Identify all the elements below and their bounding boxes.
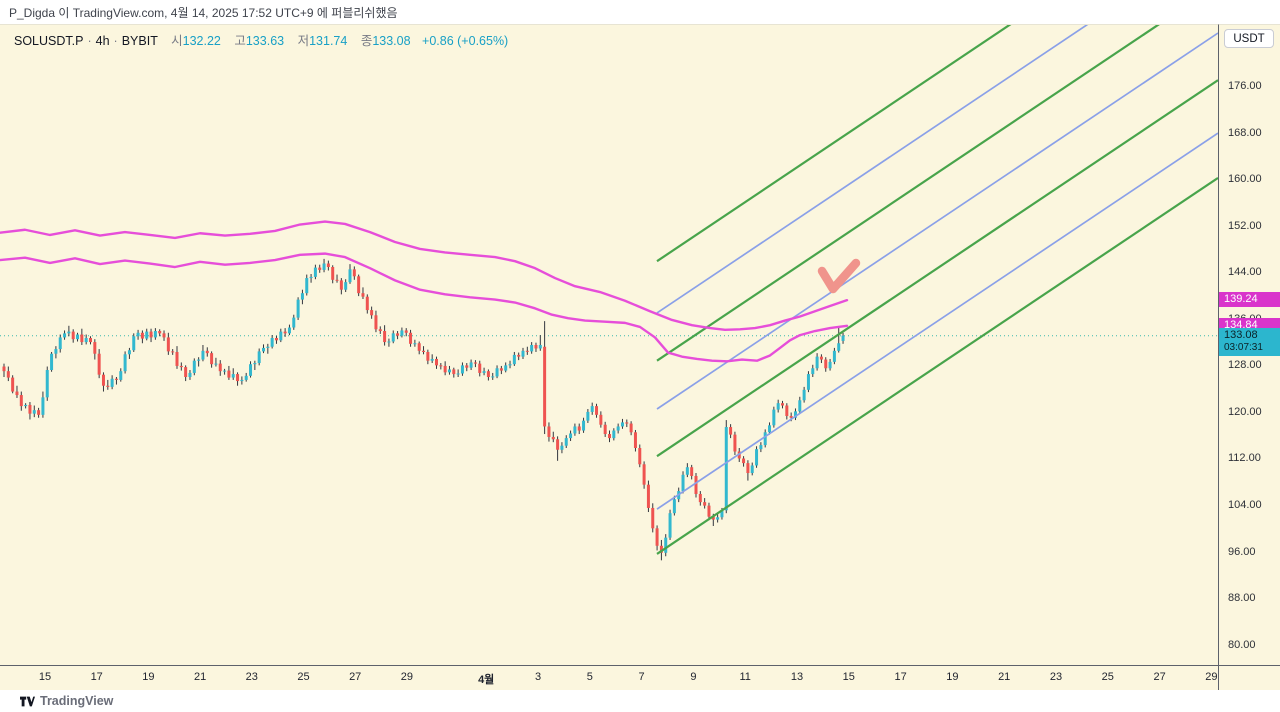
candlestick-chart[interactable]	[0, 25, 1218, 665]
legend-separator: ·	[113, 34, 118, 48]
legend-open-value: 132.22	[182, 34, 221, 48]
time-tick-label: 15	[38, 671, 52, 683]
time-tick-label: 15	[842, 671, 855, 683]
time-tick-label: 19	[946, 671, 959, 683]
time-tick-label: 27	[1153, 671, 1166, 683]
price-tick-label: 80.00	[1228, 638, 1256, 651]
last-price-label: 133.08 03:07:31	[1219, 328, 1280, 357]
time-tick-label: 19	[142, 671, 155, 683]
time-tick-label: 21	[998, 671, 1011, 683]
time-tick-label: 27	[349, 671, 362, 683]
price-tick-label: 176.00	[1228, 80, 1262, 92]
legend-open-label: 시	[171, 34, 183, 48]
time-tick-label: 9	[690, 671, 697, 683]
price-axis[interactable]: USDT 176.00168.00160.00152.00144.00136.0…	[1218, 24, 1280, 665]
footer-bar: TradingView	[0, 690, 1280, 712]
price-tick-label: 112.00	[1228, 452, 1261, 465]
price-tick-label: 128.00	[1228, 359, 1262, 372]
time-tick-label: 3	[534, 671, 542, 683]
time-axis[interactable]: 15 17 19 21 23 25 27 29 4월 3 5 7 9 11 13 15 17 19 21 23 25 27…	[0, 665, 1280, 691]
time-tick-label: 4월	[478, 674, 495, 686]
legend-interval[interactable]: 4h	[95, 34, 110, 48]
tradingview-brand-link[interactable]: TradingView	[20, 694, 113, 708]
time-tick-label: 21	[193, 671, 207, 683]
legend-high-value: 133.63	[245, 34, 285, 48]
tradingview-brand-text: TradingView	[40, 694, 114, 708]
price-tick-label: 104.00	[1228, 499, 1262, 512]
publish-info-bar: P_Digda 이 TradingView.com, 4월 14, 2025 1…	[0, 0, 1280, 24]
legend-close-label: 종	[360, 34, 373, 48]
price-tick-label: 152.00	[1228, 219, 1262, 232]
price-tick-label: 160.00	[1228, 173, 1262, 186]
ma-upper-price-label: 139.24	[1219, 292, 1280, 308]
tradingview-logo-icon	[20, 696, 35, 706]
legend-high-label: 고	[234, 34, 246, 48]
legend-exchange: BYBIT	[121, 34, 158, 48]
time-tick-label: 17	[90, 671, 103, 683]
legend-separator: ·	[87, 34, 92, 48]
time-tick-label: 25	[1101, 671, 1114, 683]
price-tick-label: 88.00	[1228, 592, 1256, 605]
bar-countdown: 03:07:31	[1224, 342, 1263, 354]
legend-low-label: 저	[297, 34, 310, 48]
time-tick-label: 11	[739, 671, 751, 683]
time-tick-label: 23	[1049, 671, 1063, 683]
axis-corner-divider	[1218, 666, 1219, 691]
legend-symbol[interactable]: SOLUSDT.P	[14, 34, 84, 48]
currency-toggle-button[interactable]: USDT	[1224, 29, 1274, 48]
price-tick-label: 96.00	[1228, 545, 1256, 558]
last-price-value: 133.08	[1224, 329, 1258, 342]
publish-info-text: P_Digda 이 TradingView.com, 4월 14, 2025 1…	[9, 5, 398, 20]
legend-close-value: 133.08	[372, 34, 411, 48]
price-tick-label: 120.00	[1228, 405, 1262, 418]
time-tick-label: 29	[1205, 671, 1218, 683]
price-tick-label: 168.00	[1228, 126, 1262, 139]
time-tick-label: 25	[297, 671, 310, 683]
legend-change-value: +0.86 (+0.65%)	[422, 34, 509, 48]
time-tick-label: 29	[400, 671, 414, 683]
time-tick-label: 13	[790, 671, 804, 683]
time-tick-label: 7	[638, 671, 645, 683]
legend-low-value: 131.74	[309, 34, 348, 48]
chart-canvas[interactable]: SOLUSDT.P · 4h · BYBIT 시132.22 고133.63 저131.…	[0, 24, 1218, 665]
time-tick-label: 23	[245, 671, 258, 683]
symbol-legend[interactable]: SOLUSDT.P · 4h · BYBIT 시132.22 고133.63 저131.…	[14, 30, 508, 49]
price-tick-label: 144.00	[1228, 266, 1262, 279]
time-tick-label: 5	[586, 671, 593, 683]
time-tick-label: 17	[894, 671, 907, 683]
